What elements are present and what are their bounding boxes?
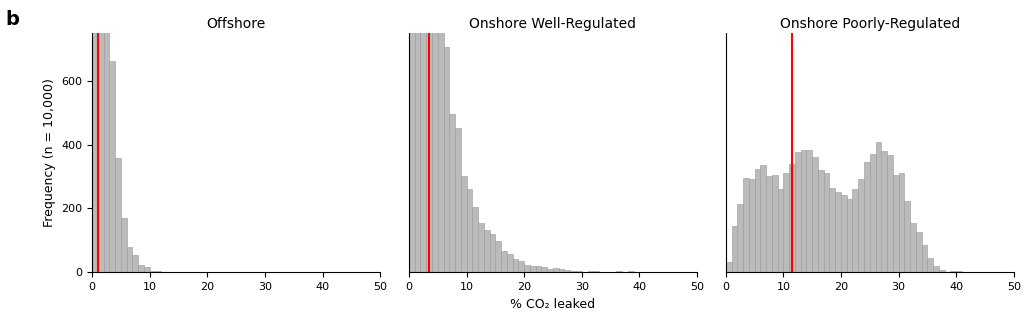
Bar (438, 3, 443, 272)
Bar (847, 199, 852, 272)
Bar (409, 0, 415, 272)
Bar (132, 255, 138, 272)
Bar (127, 247, 132, 272)
Bar (823, 173, 829, 272)
Bar (829, 189, 836, 272)
Bar (904, 202, 910, 272)
Bar (575, 271, 582, 272)
Bar (559, 269, 564, 272)
Bar (92, 0, 98, 272)
Bar (864, 162, 869, 272)
Bar (731, 226, 737, 272)
Bar (144, 267, 150, 272)
Bar (484, 230, 489, 272)
Bar (893, 175, 898, 272)
Bar (542, 268, 547, 272)
Bar (882, 151, 887, 272)
Bar (450, 115, 455, 272)
Bar (156, 271, 161, 272)
Bar (928, 258, 933, 272)
Bar (507, 254, 513, 272)
Bar (110, 61, 115, 272)
Bar (513, 260, 518, 272)
Bar (956, 271, 962, 272)
Bar (518, 261, 524, 272)
Bar (467, 189, 472, 272)
Bar (760, 165, 766, 272)
Bar (564, 270, 570, 272)
Bar (737, 204, 743, 272)
Title: Onshore Poorly-Regulated: Onshore Poorly-Regulated (779, 17, 959, 31)
Bar (593, 271, 599, 272)
Bar (588, 271, 593, 272)
Bar (616, 271, 622, 272)
Bar (801, 150, 806, 272)
Bar (150, 271, 156, 272)
Bar (933, 266, 939, 272)
X-axis label: % CO₂ leaked: % CO₂ leaked (510, 297, 596, 310)
Bar (749, 179, 755, 272)
Bar (812, 157, 818, 272)
Bar (836, 192, 841, 272)
Bar (910, 223, 915, 272)
Bar (421, 0, 426, 272)
Bar (496, 241, 501, 272)
Bar (783, 173, 790, 272)
Bar (426, 0, 432, 272)
Bar (98, 0, 103, 272)
Bar (858, 179, 864, 272)
Bar (415, 0, 421, 272)
Bar (950, 271, 956, 272)
Bar (743, 178, 749, 272)
Bar (766, 176, 772, 272)
Bar (818, 170, 823, 272)
Bar (726, 262, 731, 272)
Title: Offshore: Offshore (207, 17, 266, 31)
Bar (115, 157, 121, 272)
Bar (103, 0, 110, 272)
Bar (478, 223, 484, 272)
Bar (795, 152, 801, 272)
Bar (755, 169, 760, 272)
Bar (772, 175, 777, 272)
Bar (790, 164, 795, 272)
Bar (547, 269, 553, 272)
Bar (461, 176, 467, 272)
Bar (628, 271, 634, 272)
Bar (777, 189, 783, 272)
Bar (876, 142, 882, 272)
Bar (489, 234, 496, 272)
Bar (501, 251, 507, 272)
Bar (841, 195, 847, 272)
Bar (432, 0, 438, 272)
Bar (915, 232, 922, 272)
Bar (852, 189, 858, 272)
Bar (524, 265, 530, 272)
Bar (898, 173, 904, 272)
Bar (570, 271, 575, 272)
Bar (443, 47, 450, 272)
Bar (530, 266, 536, 272)
Bar (869, 154, 876, 272)
Bar (138, 265, 144, 272)
Bar (455, 128, 461, 272)
Bar (922, 245, 928, 272)
Bar (553, 268, 559, 272)
Y-axis label: Frequency (n = 10,000): Frequency (n = 10,000) (43, 78, 55, 227)
Text: b: b (5, 10, 19, 29)
Bar (536, 266, 542, 272)
Bar (887, 155, 893, 272)
Title: Onshore Well-Regulated: Onshore Well-Regulated (469, 17, 637, 31)
Bar (121, 218, 127, 272)
Bar (472, 207, 478, 272)
Bar (806, 150, 812, 272)
Bar (939, 270, 944, 272)
